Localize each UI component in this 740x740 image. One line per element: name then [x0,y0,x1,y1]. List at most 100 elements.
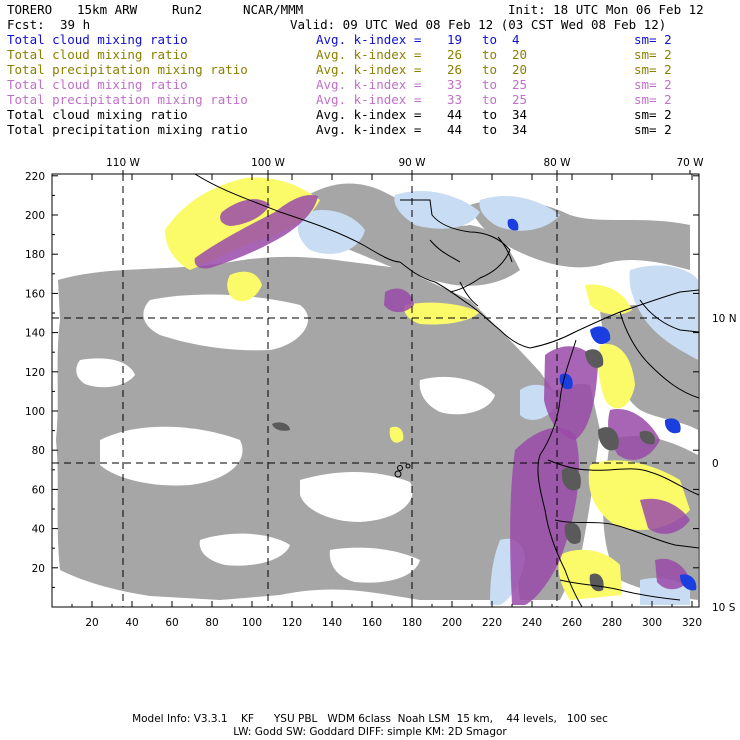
cloud-region-blue [590,326,611,345]
model-resolution: 15km ARW [77,2,138,17]
cloud-region-light-blue [297,210,365,254]
forecast-hour: 39 h [60,17,91,32]
org-label: NCAR/MMM [243,2,304,17]
latlon-grid [52,174,699,607]
legend-field-name: Total cloud mixing ratio [7,47,188,62]
cloud-region-yellow [227,271,262,302]
legend-field-name: Total precipitation mixing ratio [7,122,248,137]
legend-smoothing: sm= 2 [634,32,672,47]
legend-kindex-end: 20 [512,62,528,77]
cloud-core-dark [585,349,604,368]
legend-kindex-start: 33 [447,77,463,92]
legend-row: Total cloud mixing ratio Avg. k-index = 26… [7,47,737,62]
coastline [559,579,681,601]
cloud-core-dark [564,522,581,545]
model-info-line: Model Info: V3.3.1 KF YSU PBL WDM 6class… [132,713,608,725]
clear-region [100,426,243,486]
coastline [529,289,699,349]
legend-kindex-start: 44 [447,122,463,137]
y-tick-label: 140 [25,328,45,340]
legend-row: Total cloud mixing ratio Avg. k-index = 19… [7,32,737,47]
legend-row: Total precipitation mixing ratio Avg. k-i… [7,62,737,77]
cloud-region-purple [220,199,270,226]
y-tick-label: 80 [32,445,45,457]
legend-kindex-label: Avg. k-index = [316,77,422,92]
coastline [554,519,699,549]
x-tick-label: 20 [85,617,98,629]
model-name: TORERO [7,2,53,17]
coastline [399,261,531,349]
longitude-label: 80 W [543,157,571,169]
coastline [547,459,699,496]
legend-kindex-start: 44 [447,107,463,122]
legend-field-name: Total cloud mixing ratio [7,32,188,47]
clear-region [199,533,290,566]
legend-kindex-start: 26 [447,47,463,62]
x-tick-label: 300 [642,617,662,629]
cloud-region-yellow [597,344,635,409]
longitude-label: 90 W [398,157,426,169]
y-tick-label: 60 [32,484,45,496]
legend-kindex-to: to [482,122,498,137]
x-tick-label: 80 [205,617,218,629]
legend-row: Total cloud mixing ratio Avg. k-index = 44… [7,107,737,122]
y-tick-label: 100 [25,406,45,418]
y-tick-label: 20 [32,563,45,575]
legend-kindex-end: 25 [512,92,528,107]
legend-kindex-label: Avg. k-index = [316,62,422,77]
coastline [400,199,511,293]
x-tick-label: 320 [682,617,702,629]
cloud-region-gray [56,256,560,600]
x-tick-label: 240 [522,617,542,629]
legend-kindex-to: to [482,32,498,47]
coastline [429,239,461,263]
coastline [459,281,479,307]
legend-row: Total precipitation mixing ratio Avg. k-i… [7,92,737,107]
y-tick-label: 180 [25,249,45,261]
legend-smoothing: sm= 2 [634,62,672,77]
x-tick-label: 220 [482,617,502,629]
cloud-region-blue [664,418,681,434]
latitude-label: 10 S [712,602,736,614]
legend-kindex-end: 34 [512,107,528,122]
cloud-region-yellow [404,302,480,325]
legend-kindex-end: 34 [512,122,528,137]
coastline [537,339,583,607]
latitude-label: 10 N [712,313,737,325]
legend-row: Total precipitation mixing ratio Avg. k-i… [7,122,737,137]
cloud-region-gray [300,183,520,286]
x-tick-label: 60 [165,617,178,629]
legend-kindex-label: Avg. k-index = [316,107,422,122]
legend-kindex-label: Avg. k-index = [316,47,422,62]
legend-smoothing: sm= 2 [634,47,672,62]
legend-row: Total cloud mixing ratio Avg. k-index = 33… [7,77,737,92]
coastline [639,299,699,333]
cloud-region-yellow [389,426,404,443]
cloud-core-dark [598,427,619,451]
legend-smoothing: sm= 2 [634,92,672,107]
cloud-region-light-blue [629,265,698,360]
cloud-core-dark [561,467,581,491]
legend-kindex-label: Avg. k-index = [316,92,422,107]
coastline [497,236,513,263]
cloud-region-light-blue [479,195,560,231]
legend-kindex-label: Avg. k-index = [316,32,422,47]
y-tick-label: 220 [25,171,45,183]
x-tick-label: 120 [282,617,302,629]
coastline-layer [194,174,699,607]
legend-kindex-to: to [482,92,498,107]
legend-kindex-to: to [482,107,498,122]
x-tick-label: 160 [362,617,382,629]
cloud-core-dark [272,422,290,431]
legend-kindex-start: 33 [447,92,463,107]
clear-region [329,547,420,583]
x-tick-label: 40 [125,617,138,629]
clear-region [300,471,413,522]
cloud-field-layer [56,177,698,605]
cloud-region-purple [384,288,414,313]
clear-region [419,376,495,415]
axis-ticks [52,170,699,607]
legend-smoothing: sm= 2 [634,107,672,122]
galapagos-island [405,463,411,469]
